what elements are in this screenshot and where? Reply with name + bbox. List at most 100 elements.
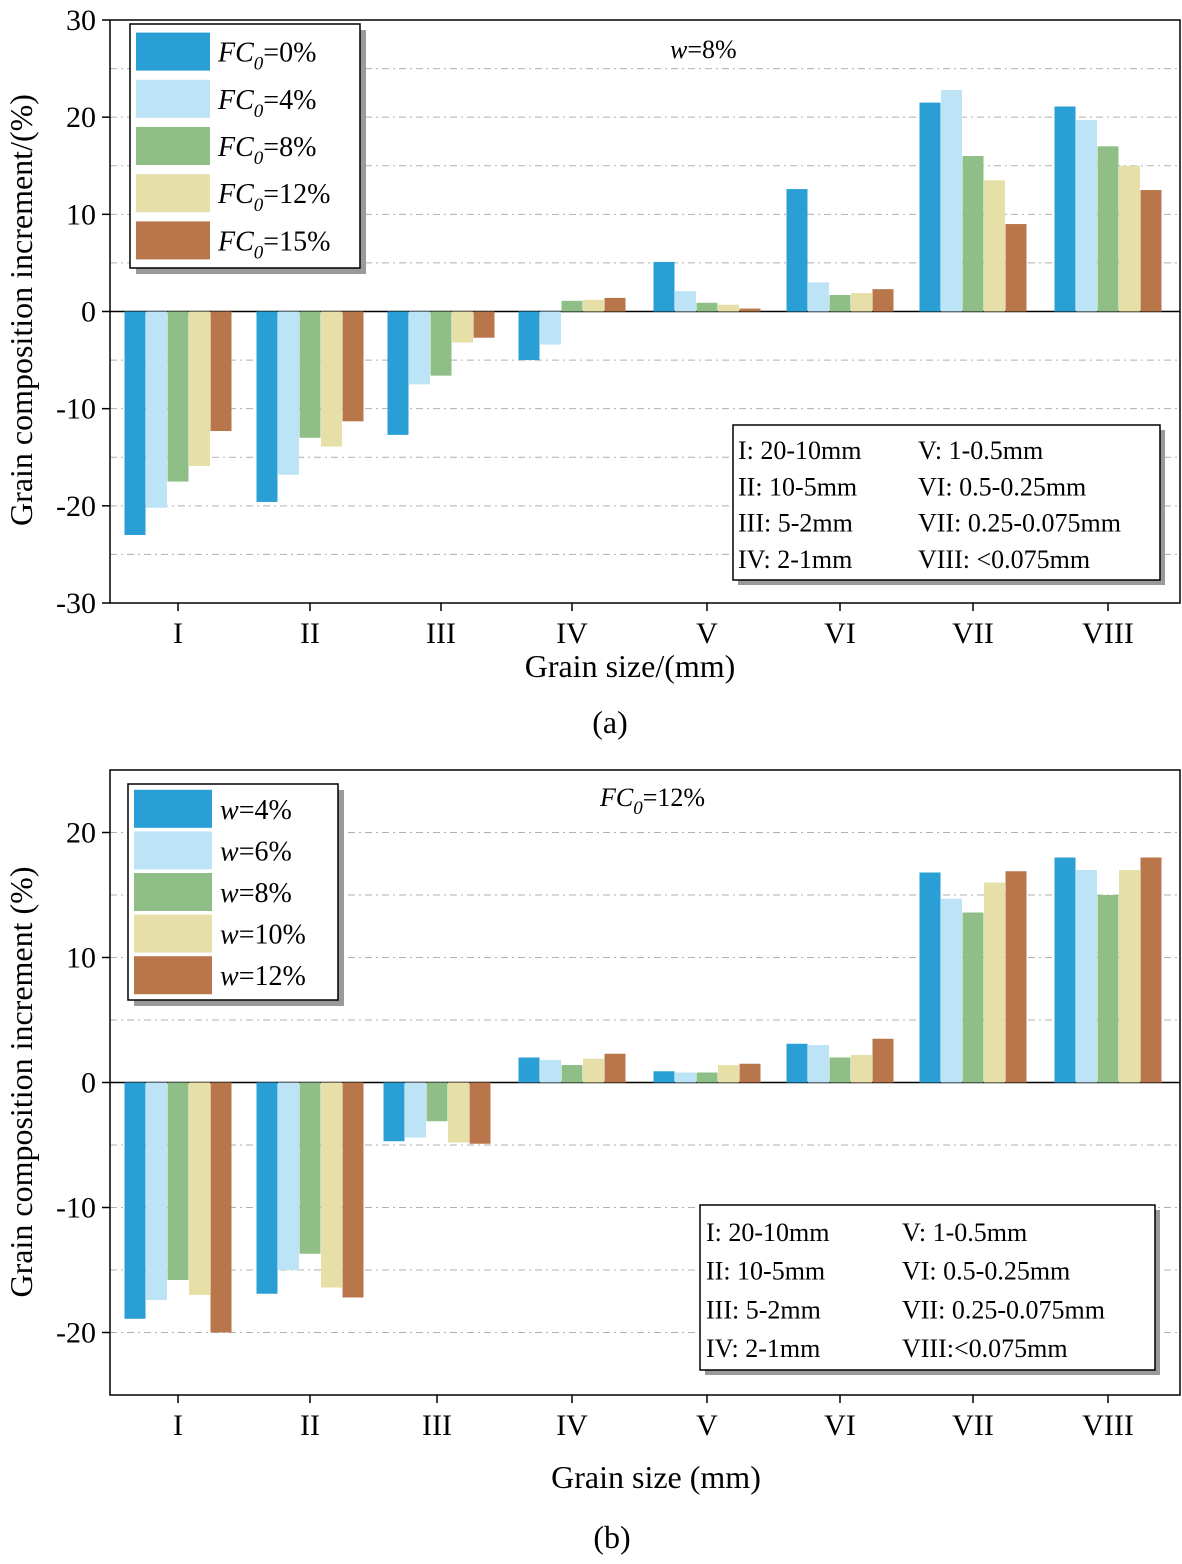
chart-b-bar bbox=[872, 1038, 894, 1083]
chart-b-key-entry: II: 10-5mm bbox=[706, 1257, 825, 1286]
chart-a-x-tick-label: VI bbox=[824, 617, 856, 650]
chart-b-bar bbox=[1097, 895, 1119, 1083]
chart-b-key-entry: VII: 0.25-0.075mm bbox=[902, 1295, 1105, 1324]
chart-a-x-tick-label: IV bbox=[556, 617, 588, 650]
chart-b-key-entry: III: 5-2mm bbox=[706, 1295, 821, 1324]
chart-b-bar bbox=[1119, 870, 1140, 1083]
chart-b-bar bbox=[299, 1082, 321, 1254]
chart-b-legend-label: w=4% bbox=[220, 795, 292, 826]
chart-a-key-entry: VI: 0.5-0.25mm bbox=[918, 472, 1086, 501]
chart-a-bar bbox=[561, 300, 583, 312]
chart-b-bar bbox=[210, 1082, 232, 1333]
chart-a-y-tick-label: -10 bbox=[56, 393, 96, 426]
chart-a-x-tick-label: III bbox=[426, 617, 456, 650]
chart-a-bar bbox=[675, 291, 696, 312]
chart-a-bar bbox=[808, 282, 829, 312]
chart-b-bar bbox=[1076, 870, 1097, 1083]
chart-b-key-entry: V: 1-0.5mm bbox=[902, 1218, 1027, 1247]
chart-b-x-tick-label: II bbox=[300, 1409, 320, 1442]
chart-a-bar bbox=[1054, 106, 1076, 312]
chart-b-bar bbox=[426, 1082, 448, 1122]
chart-b-bar bbox=[469, 1082, 491, 1144]
chart-a-legend-label: FC0=4% bbox=[217, 85, 316, 122]
chart-a-bar bbox=[962, 156, 984, 312]
chart-a-bar bbox=[387, 311, 409, 435]
chart-a-bar bbox=[256, 311, 278, 502]
chart-a-y-tick-label: -20 bbox=[56, 490, 96, 523]
chart-b-bar bbox=[189, 1082, 210, 1295]
chart-a-bar bbox=[739, 308, 761, 312]
chart-a-legend-swatch bbox=[136, 79, 210, 118]
chart-a-bar bbox=[409, 311, 430, 385]
chart-a-x-tick-label: VII bbox=[952, 617, 994, 650]
chart-a-legend-swatch bbox=[136, 32, 210, 71]
chart-a-legend-label: FC0=15% bbox=[217, 226, 330, 263]
chart-b-y-tick-label: 10 bbox=[66, 942, 96, 975]
chart-b-bar bbox=[383, 1082, 405, 1142]
chart-b-legend-swatch bbox=[134, 831, 212, 870]
chart-a-bar bbox=[430, 311, 452, 376]
chart-b-x-tick-label: IV bbox=[556, 1409, 588, 1442]
chart-b-bar bbox=[739, 1063, 761, 1083]
chart-a-x-tick-label: VIII bbox=[1082, 617, 1134, 650]
chart-b-y-tick-label: -20 bbox=[56, 1317, 96, 1350]
chart-b-bar bbox=[405, 1082, 426, 1138]
chart-b-legend-label: w=8% bbox=[220, 878, 292, 909]
chart-b-bar bbox=[124, 1082, 146, 1319]
chart-a-legend-swatch bbox=[136, 174, 210, 213]
chart-a-y-tick-label: 0 bbox=[81, 296, 96, 329]
chart-b-bar bbox=[919, 872, 941, 1083]
chart-b-x-tick-label: I bbox=[173, 1409, 183, 1442]
chart-a-legend-swatch bbox=[136, 127, 210, 165]
chart-b-bar bbox=[321, 1082, 342, 1288]
chart-a-key-entry: VIII: <0.075mm bbox=[918, 545, 1090, 574]
chart-b-bar bbox=[146, 1082, 167, 1300]
chart-a-y-tick-label: 10 bbox=[66, 198, 96, 231]
chart-a-key-entry: VII: 0.25-0.075mm bbox=[918, 509, 1121, 538]
chart-b-bar bbox=[278, 1082, 299, 1270]
chart-b-y-axis-label: Grain composition increment (%) bbox=[3, 867, 39, 1298]
chart-b-bar bbox=[962, 912, 984, 1083]
chart-b-bar bbox=[561, 1065, 583, 1083]
chart-b-bar bbox=[675, 1072, 696, 1083]
chart-b-legend-swatch bbox=[134, 956, 212, 995]
chart-a-bar bbox=[210, 311, 232, 432]
chart-b-legend-swatch bbox=[134, 914, 212, 953]
chart-a-y-tick-label: -30 bbox=[56, 587, 96, 620]
chart-b-bar bbox=[829, 1057, 851, 1083]
chart-a-legend-label: FC0=12% bbox=[217, 179, 330, 216]
chart-b-bar bbox=[1054, 857, 1076, 1083]
chart-a-bar bbox=[919, 102, 941, 312]
chart-a-bar bbox=[1119, 165, 1140, 312]
chart-b-bar bbox=[167, 1082, 189, 1280]
chart-a-bar bbox=[786, 189, 808, 312]
chart-a-legend-label: FC0=8% bbox=[217, 132, 316, 169]
chart-a-bar bbox=[321, 311, 342, 447]
chart-a-bar bbox=[941, 89, 962, 312]
chart-a-key-entry: V: 1-0.5mm bbox=[918, 436, 1043, 465]
chart-b-x-tick-label: VI bbox=[824, 1409, 856, 1442]
chart-b-legend-label: w=10% bbox=[220, 920, 306, 951]
chart-a-x-tick-label: I bbox=[173, 617, 183, 650]
chart-b-x-axis-label: Grain size (mm) bbox=[551, 1459, 761, 1495]
chart-a-bar bbox=[829, 294, 851, 312]
chart-b-key-entry: IV: 2-1mm bbox=[706, 1334, 820, 1363]
chart-b-key-box bbox=[699, 1204, 1156, 1371]
chart-a-x-axis-label: Grain size/(mm) bbox=[525, 648, 736, 684]
chart-a-x-tick-label: II bbox=[300, 617, 320, 650]
chart-a-bar bbox=[189, 311, 210, 466]
chart-b-key-entry: I: 20-10mm bbox=[706, 1218, 830, 1247]
chart-b-bar bbox=[984, 882, 1005, 1083]
chart-a-bar bbox=[1076, 120, 1097, 312]
chart-a-key-entry: I: 20-10mm bbox=[738, 436, 862, 465]
chart-b-y-tick-label: 20 bbox=[66, 817, 96, 850]
chart-a-legend-label: FC0=0% bbox=[217, 38, 316, 75]
chart-a-bar bbox=[473, 311, 495, 338]
chart-a-y-tick-label: 30 bbox=[66, 4, 96, 37]
chart-b-x-tick-label: III bbox=[422, 1409, 452, 1442]
chart-a-bar bbox=[653, 261, 675, 312]
chart-b-key-entry: VIII:<0.075mm bbox=[902, 1334, 1068, 1363]
chart-a-key-entry: II: 10-5mm bbox=[738, 472, 857, 501]
